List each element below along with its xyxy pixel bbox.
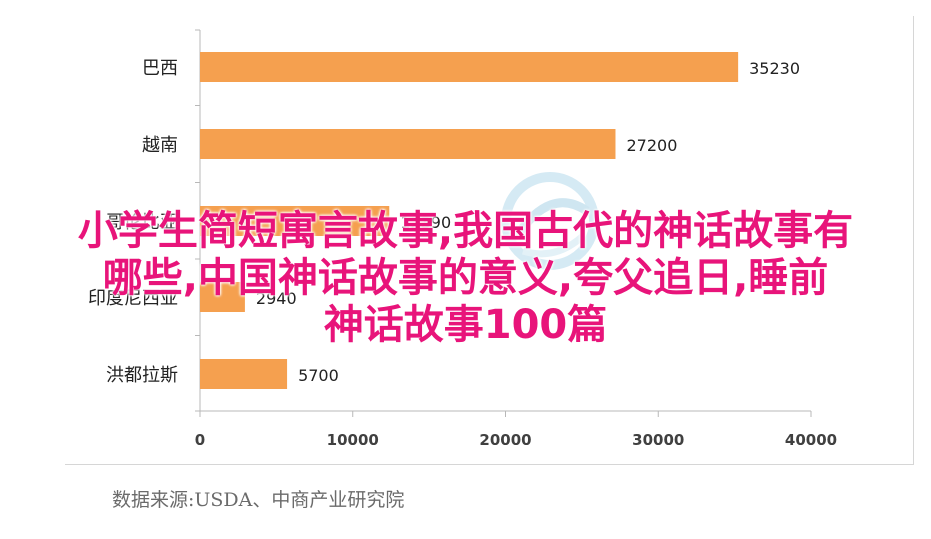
data-label: 2940	[256, 289, 297, 308]
bar-chart: 0 10000 20000 30000 40000 巴西 35230 越南 27200 哥伦比亚 1…	[88, 29, 837, 449]
category-label: 印度尼西亚	[88, 288, 178, 309]
source-note: 数据来源:USDA、中商产业研究院	[112, 489, 405, 511]
data-label: 27200	[626, 136, 677, 155]
overlay-title-line-3: 神话故事100篇	[323, 302, 608, 348]
chart-frame: 0 10000 20000 30000 40000 巴西 35230 越南 27200 哥伦比亚 1…	[65, 16, 914, 465]
data-label: 12390	[400, 213, 451, 232]
watermark-logo	[501, 172, 599, 270]
overlay-title-line-1: 小学生简短寓言故事,我国古代的神话故事有	[77, 208, 854, 254]
bar-1	[200, 52, 739, 82]
overlay-title-line-2: 哪些,中国神话故事的意义,夸父追日,睡前	[102, 255, 829, 301]
bar-3	[200, 206, 390, 236]
category-label: 洪都拉斯	[106, 365, 178, 386]
x-tick-label: 40000	[785, 431, 837, 449]
category-label: 巴西	[142, 58, 178, 79]
category-label: 哥伦比亚	[106, 212, 178, 233]
category-label: 越南	[142, 135, 178, 156]
bar-5	[200, 359, 288, 389]
x-tick-label: 20000	[479, 431, 531, 449]
bar-2	[200, 129, 616, 159]
overlay-title: 小学生简短寓言故事,我国古代的神话故事有 哪些,中国神话故事的意义,夸父追日,睡…	[0, 208, 931, 349]
bar-4	[200, 282, 245, 312]
data-label: 5700	[298, 366, 339, 385]
x-tick-label: 30000	[632, 431, 684, 449]
x-tick-label: 10000	[327, 431, 379, 449]
x-tick-label: 0	[195, 431, 205, 449]
data-label: 35230	[749, 59, 800, 78]
